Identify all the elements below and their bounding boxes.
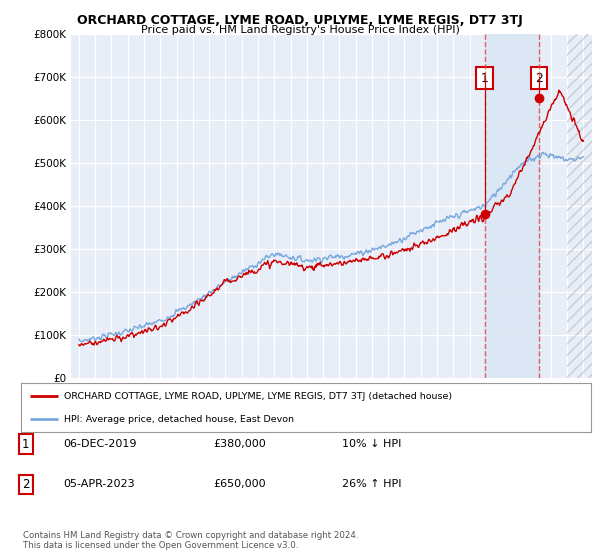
Text: £380,000: £380,000 [213,439,266,449]
Text: HPI: Average price, detached house, East Devon: HPI: Average price, detached house, East… [64,414,294,423]
Text: 05-APR-2023: 05-APR-2023 [63,479,134,489]
Text: 06-DEC-2019: 06-DEC-2019 [63,439,137,449]
Text: 2: 2 [22,478,29,491]
Text: 26% ↑ HPI: 26% ↑ HPI [342,479,401,489]
Text: 2: 2 [535,72,543,85]
Text: ORCHARD COTTAGE, LYME ROAD, UPLYME, LYME REGIS, DT7 3TJ (detached house): ORCHARD COTTAGE, LYME ROAD, UPLYME, LYME… [64,392,452,401]
Bar [567,34,592,378]
Bar [485,34,539,378]
Text: ORCHARD COTTAGE, LYME ROAD, UPLYME, LYME REGIS, DT7 3TJ: ORCHARD COTTAGE, LYME ROAD, UPLYME, LYME… [77,14,523,27]
Text: 1: 1 [22,437,29,451]
Text: 1: 1 [481,72,488,85]
Text: Price paid vs. HM Land Registry's House Price Index (HPI): Price paid vs. HM Land Registry's House … [140,25,460,35]
Text: 10% ↓ HPI: 10% ↓ HPI [342,439,401,449]
Text: £650,000: £650,000 [213,479,266,489]
Text: Contains HM Land Registry data © Crown copyright and database right 2024.
This d: Contains HM Land Registry data © Crown c… [23,530,358,550]
Bar [567,34,592,378]
